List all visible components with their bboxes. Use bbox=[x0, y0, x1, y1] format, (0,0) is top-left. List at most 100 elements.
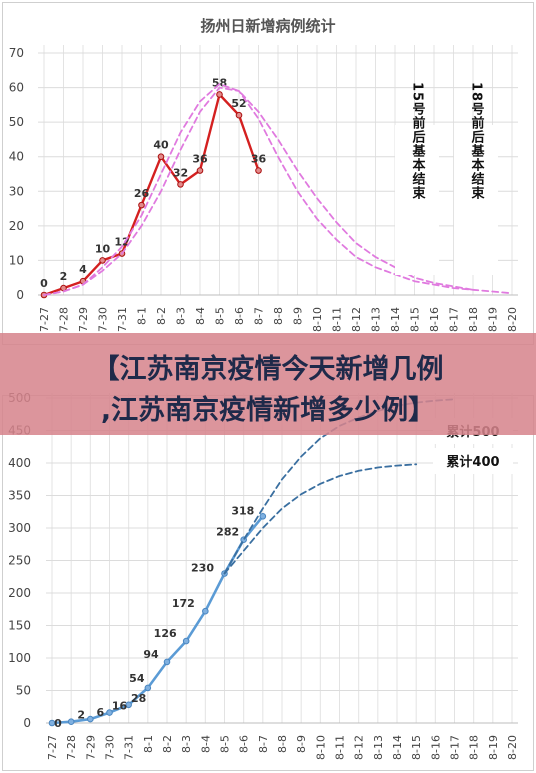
chart2-x-tick-label: 8-16 bbox=[429, 735, 442, 760]
chart2-x-tick-label: 8-9 bbox=[295, 735, 308, 753]
chart2-x-tick-label: 8-19 bbox=[487, 735, 500, 760]
chart1-data-label: 0 bbox=[40, 277, 48, 290]
chart1-data-label: 4 bbox=[79, 263, 87, 276]
chart2-y-tick-label: 150 bbox=[8, 619, 31, 633]
chart2-data-label: 94 bbox=[143, 648, 159, 661]
chart1-x-tick-label: 7-31 bbox=[116, 307, 129, 332]
chart1-x-tick-label: 8-10 bbox=[311, 307, 324, 332]
chart2-data-label: 54 bbox=[129, 672, 145, 685]
chart1-x-tick-label: 8-12 bbox=[350, 307, 363, 332]
chart2-x-tick-label: 8-17 bbox=[449, 735, 462, 760]
chart2-x-tick-label: 8-14 bbox=[391, 735, 404, 760]
chart2-data-point bbox=[48, 719, 56, 727]
chart2-data-label: 16 bbox=[112, 700, 128, 713]
chart1-x-tick-label: 8-20 bbox=[506, 307, 519, 332]
chart1-y-tick-label: 10 bbox=[9, 253, 24, 267]
chart1-data-point bbox=[99, 257, 106, 264]
chart1-data-point bbox=[138, 201, 145, 209]
chart1-x-tick-label: 7-30 bbox=[97, 307, 110, 332]
chart2-data-label: 6 bbox=[97, 706, 105, 719]
chart2-annotation-total400: 累计400 bbox=[446, 454, 499, 470]
chart1-data-label: 52 bbox=[231, 97, 246, 110]
chart2-data-point bbox=[106, 709, 113, 716]
chart2-y-tick-label: 100 bbox=[8, 651, 31, 665]
chart1-data-point bbox=[255, 167, 262, 174]
chart2-x-tick-label: 7-30 bbox=[104, 735, 117, 760]
chart1-x-tick-label: 8-11 bbox=[331, 307, 344, 332]
chart1-annotation-box bbox=[454, 125, 498, 275]
chart1-series-line-1 bbox=[43, 86, 513, 296]
chart1-x-tick-label: 8-8 bbox=[272, 307, 285, 325]
chart2-x-tick-label: 8-7 bbox=[257, 735, 270, 753]
chart1-data-label: 40 bbox=[153, 139, 169, 152]
chart1-x-tick-label: 7-28 bbox=[58, 307, 71, 332]
chart1-data-label: 26 bbox=[134, 187, 150, 200]
chart1-x-tick-label: 8-19 bbox=[487, 307, 500, 332]
chart2-y-tick-label: 0 bbox=[23, 716, 31, 730]
chart2-y-tick-label: 400 bbox=[8, 456, 31, 470]
chart2-x-tick-label: 8-5 bbox=[219, 735, 232, 753]
chart1-data-point bbox=[157, 153, 165, 161]
chart2-data-point bbox=[87, 715, 94, 723]
chart2-data-point bbox=[125, 701, 132, 709]
chart1-x-tick-label: 7-29 bbox=[77, 307, 90, 332]
chart2-y-tick-label: 350 bbox=[8, 489, 31, 503]
chart2-y-tick-label: 200 bbox=[8, 586, 31, 600]
chart1-y-tick-label: 0 bbox=[16, 288, 24, 302]
banner-line-1: 【江苏南京疫情今天新增几例 bbox=[92, 354, 444, 385]
chart1-annotation-18th: 18号前后基本结束 bbox=[469, 82, 486, 201]
chart2-x-tick-label: 8-8 bbox=[276, 735, 289, 753]
cumulative-cases-chart: 0501001502002503003504004505007-277-287-… bbox=[8, 391, 519, 760]
chart1-data-point bbox=[177, 181, 184, 188]
chart2-y-tick-label: 50 bbox=[16, 684, 31, 698]
chart1-x-tick-label: 8-17 bbox=[448, 307, 461, 332]
chart2-x-tick-label: 8-18 bbox=[468, 735, 481, 760]
chart1-series-line-0 bbox=[42, 93, 260, 297]
chart2-data-point bbox=[144, 684, 152, 692]
chart2-data-label: 0 bbox=[54, 717, 62, 730]
chart1-title: 扬州日新增病例统计 bbox=[200, 17, 335, 35]
chart2-annotation-box bbox=[433, 448, 513, 474]
chart1-x-tick-label: 8-7 bbox=[253, 307, 266, 325]
chart2-x-tick-label: 7-27 bbox=[46, 735, 59, 760]
chart1-annotation-box bbox=[395, 125, 439, 275]
chart2-data-point bbox=[163, 658, 171, 666]
chart1-data-label: 12 bbox=[114, 236, 129, 249]
chart2-data-label: 172 bbox=[172, 597, 195, 610]
chart1-data-label: 36 bbox=[192, 153, 208, 166]
chart1-data-label: 10 bbox=[95, 242, 111, 255]
banner-line-2: ,江苏南京疫情新增多少例】 bbox=[100, 395, 436, 426]
chart1-x-tick-label: 8-15 bbox=[409, 307, 422, 332]
chart1-y-tick-label: 60 bbox=[9, 81, 24, 95]
chart1-annotation-15th: 15号前后基本结束 bbox=[410, 82, 427, 201]
chart1-y-tick-label: 30 bbox=[9, 184, 24, 198]
chart2-y-tick-label: 250 bbox=[8, 554, 31, 568]
chart1-x-tick-label: 8-9 bbox=[292, 307, 305, 325]
chart2-x-tick-label: 8-3 bbox=[180, 735, 193, 753]
chart1-y-tick-label: 20 bbox=[9, 219, 24, 233]
chart2-x-tick-label: 7-28 bbox=[65, 735, 78, 760]
chart2-data-point bbox=[202, 607, 209, 615]
chart2-x-tick-label: 8-20 bbox=[506, 735, 519, 760]
chart1-data-label: 36 bbox=[251, 153, 267, 166]
chart2-x-tick-label: 7-31 bbox=[123, 735, 136, 760]
chart2-x-tick-label: 8-10 bbox=[314, 735, 327, 760]
chart2-data-label: 2 bbox=[77, 709, 85, 722]
chart2-data-label: 230 bbox=[191, 562, 214, 575]
title-banner: 【江苏南京疫情今天新增几例 ,江苏南京疫情新增多少例】 bbox=[0, 333, 536, 435]
chart2-data-point bbox=[259, 513, 267, 520]
chart2-x-tick-label: 8-2 bbox=[161, 735, 174, 753]
chart1-data-label: 2 bbox=[60, 270, 68, 283]
chart2-x-tick-label: 7-29 bbox=[84, 735, 97, 760]
chart2-series-line-1 bbox=[223, 463, 418, 575]
chart2-x-tick-label: 8-12 bbox=[353, 735, 366, 760]
chart2-data-label: 28 bbox=[131, 692, 146, 705]
chart1-x-tick-label: 8-3 bbox=[175, 307, 188, 325]
chart1-x-tick-label: 8-18 bbox=[467, 307, 480, 332]
chart1-x-tick-label: 8-14 bbox=[389, 307, 402, 332]
chart1-x-tick-label: 8-1 bbox=[136, 307, 149, 325]
chart2-x-tick-label: 8-11 bbox=[334, 735, 347, 760]
chart1-data-label: 32 bbox=[173, 166, 188, 179]
